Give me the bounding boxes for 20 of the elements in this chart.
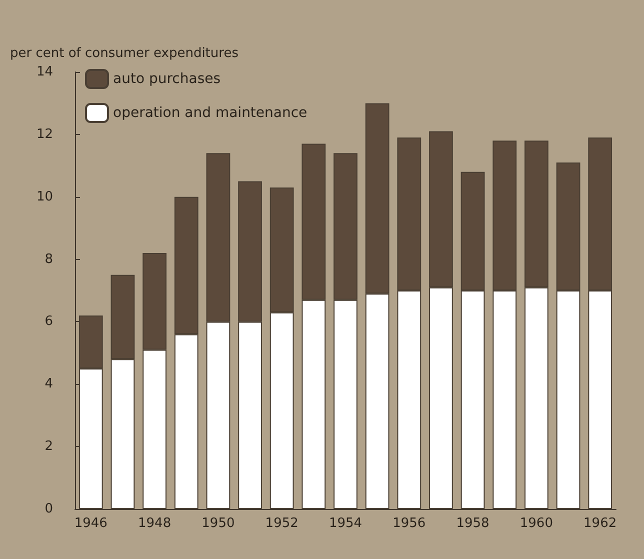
y-tick-label: 0 [44,502,53,516]
x-tick-label: 1958 [456,516,490,531]
x-tick-label: 1960 [520,516,553,531]
y-tick-label: 12 [36,126,53,142]
y-tick-label: 4 [44,376,53,392]
y-tick-label: 14 [36,64,53,80]
x-tick-label: 1948 [138,516,172,531]
x-tick-label: 1956 [392,516,426,531]
x-tick-label: 1946 [74,516,108,531]
x-tick-label: 1962 [584,516,617,531]
legend-label: operation and maintenance [113,105,308,121]
x-tick-label: 1950 [202,516,235,531]
y-tick-label: 10 [36,189,53,204]
x-tick-label: 1954 [328,516,362,531]
y-tick-label: 8 [44,252,53,267]
x-tick-label: 1952 [265,516,298,531]
y-tick-label: 6 [44,314,53,330]
y-tick-label: 2 [44,439,53,454]
y-axis-title: per cent of consumer expenditures [10,46,239,61]
legend-label: auto purchases [113,71,221,87]
